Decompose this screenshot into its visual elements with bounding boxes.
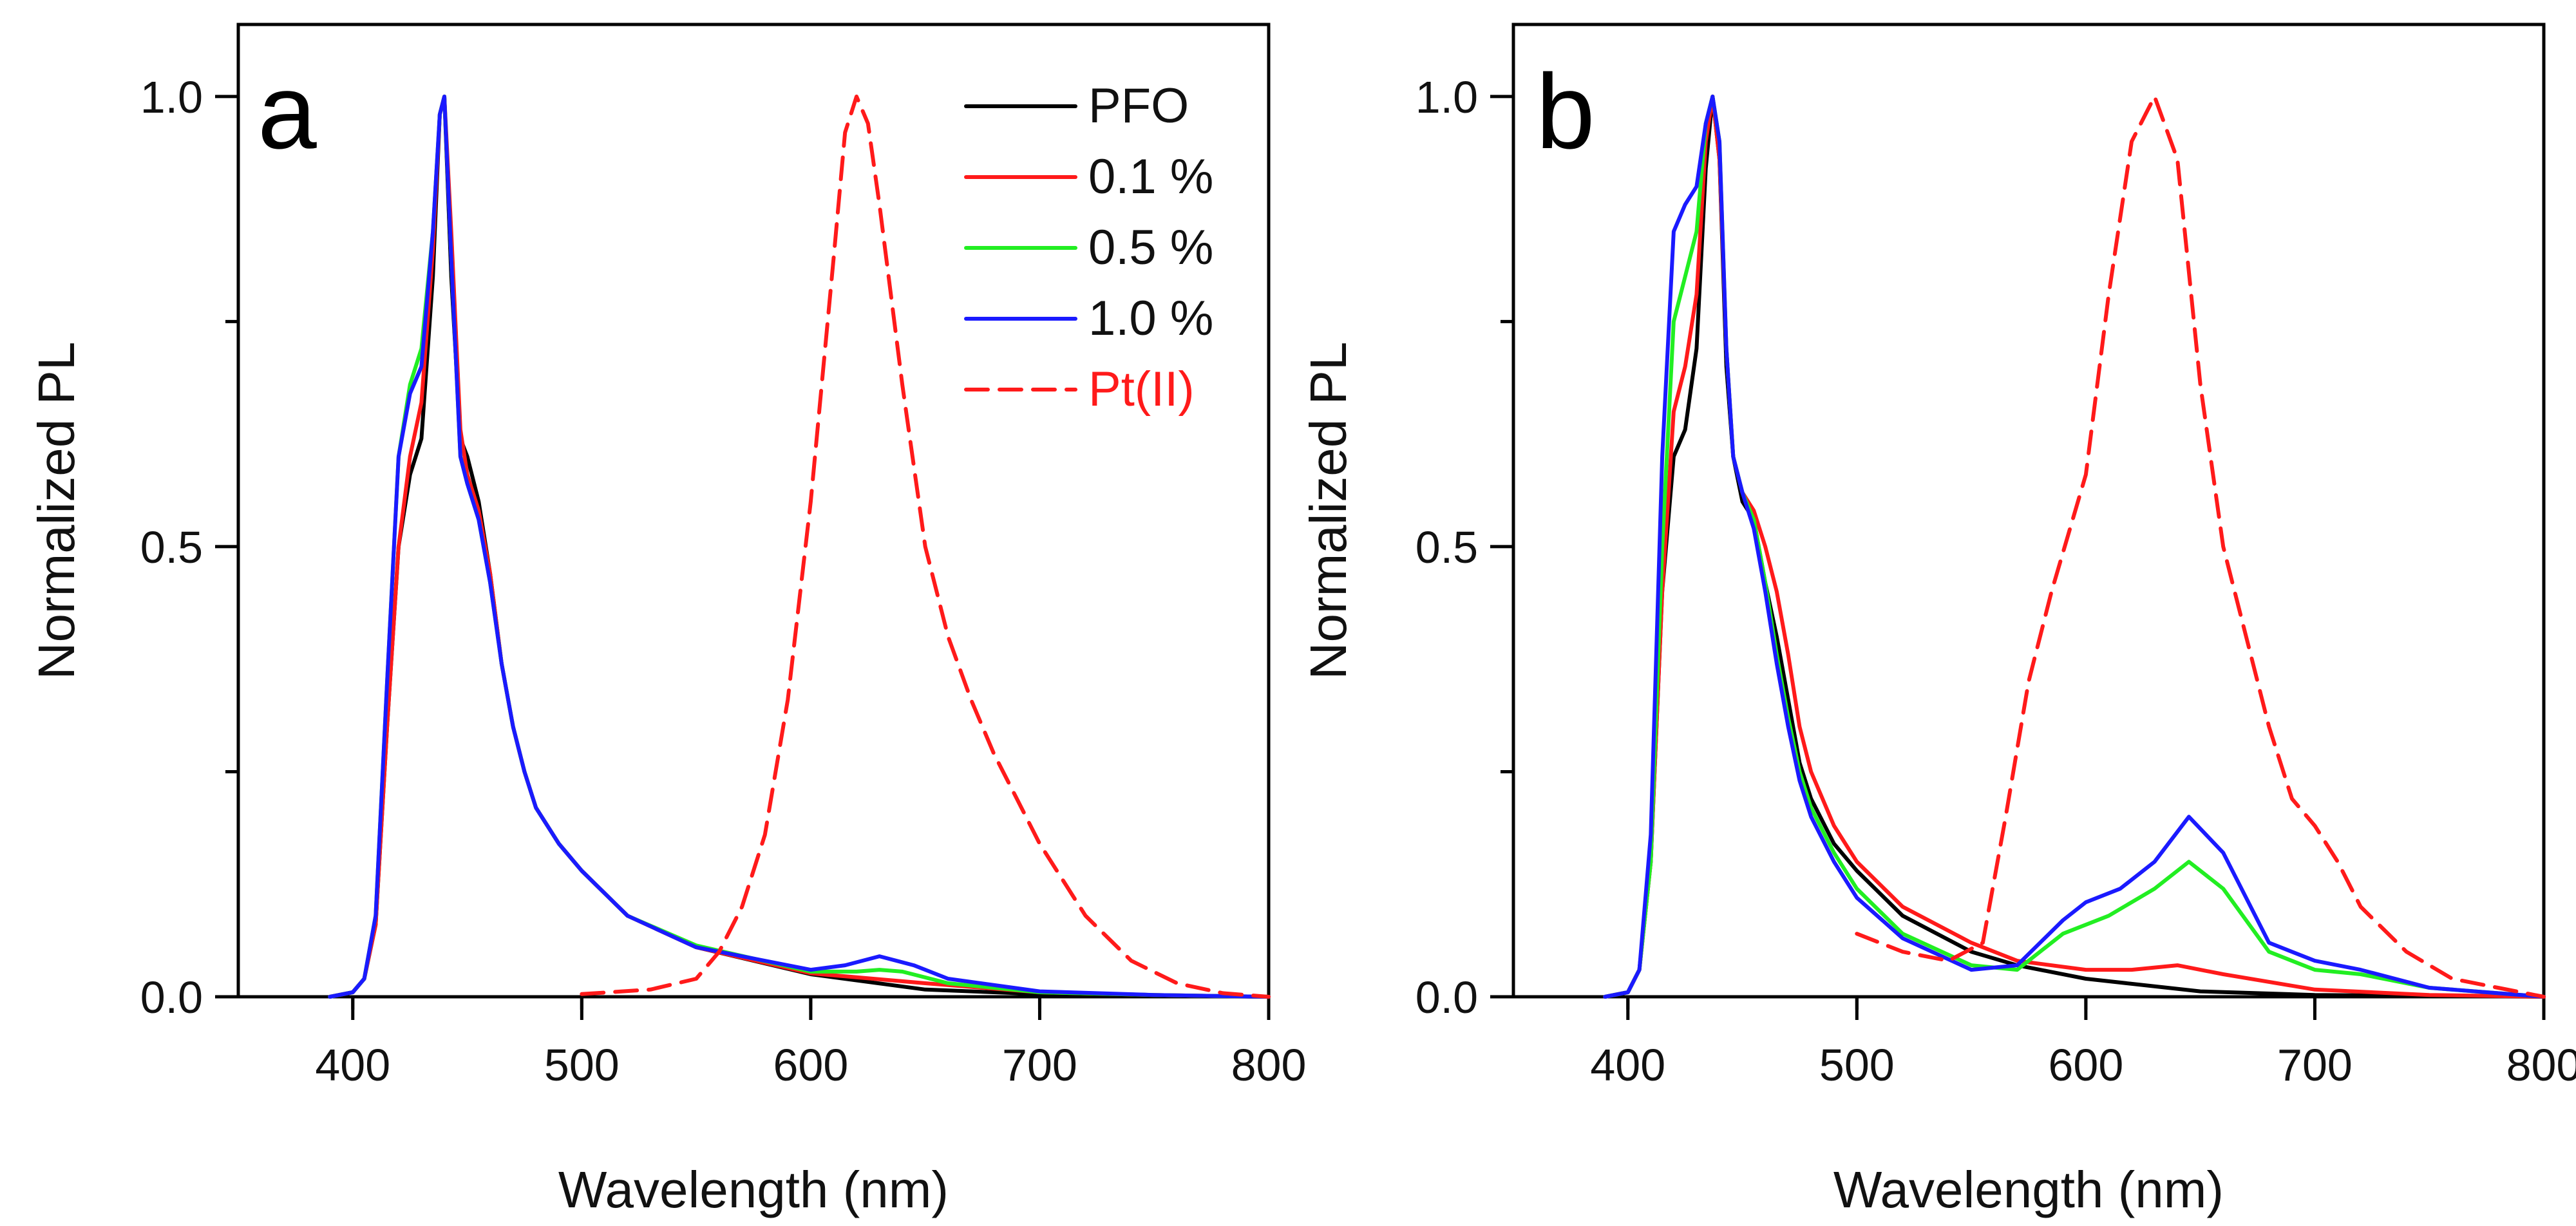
- panel-b-y-tick-label: 0.5: [1416, 522, 1478, 572]
- panel-b-series-0-5: [1603, 94, 2546, 999]
- panel-b-series-0-1: [1603, 94, 2546, 999]
- legend-label-0-5: 0.5 %: [1088, 220, 1213, 275]
- panel-a-series: [328, 94, 1271, 999]
- panel-a-x-tick-label: 800: [1231, 1040, 1307, 1090]
- panel-a-ticks: [215, 95, 1271, 1020]
- legend-label-1-0: 1.0 %: [1088, 291, 1213, 346]
- panel-b-series-1-0: [1603, 94, 2546, 999]
- panel-a-axes-frame: [236, 23, 1271, 999]
- panel-b-x-tick-label: 400: [1590, 1040, 1665, 1090]
- panel-b-letter: b: [1536, 52, 1595, 171]
- panel-b-x-tick-label: 700: [2277, 1040, 2353, 1090]
- legend-label-pt-ii: Pt(II): [1088, 362, 1195, 417]
- panel-a-letter: a: [258, 52, 317, 171]
- legend-label-pfo: PFO: [1088, 79, 1189, 133]
- panel-a-x-tick-label: 600: [773, 1040, 848, 1090]
- panel-a-y-tick-label: 1.0: [140, 72, 203, 122]
- panel-b-y-tick-label: 0.0: [1416, 972, 1478, 1023]
- panel-b-axes-frame: [1511, 23, 2546, 999]
- panel-a-y-axis-label: Normalized PL: [28, 342, 85, 680]
- panel-a: a 400 500 600 700 800 0.0 0.5 1.0 Wavelength (n…: [28, 23, 1307, 1218]
- panel-a-y-tick-label: 0.5: [140, 522, 203, 572]
- panel-a-y-tick-label: 0.0: [140, 972, 203, 1023]
- panel-a-x-tick-label: 700: [1002, 1040, 1077, 1090]
- panel-b-x-axis-label: Wavelength (nm): [1833, 1161, 2224, 1218]
- panel-b-y-axis-label: Normalized PL: [1300, 342, 1357, 680]
- panel-a-tick-labels: 400 500 600 700 800 0.0 0.5 1.0: [140, 72, 1307, 1090]
- panel-a-legend: PFO 0.1 % 0.5 % 1.0 % Pt(II): [964, 79, 1213, 417]
- panel-a-x-tick-label: 400: [315, 1040, 390, 1090]
- panel-a-x-axis-label: Wavelength (nm): [558, 1161, 949, 1218]
- panel-b-ticks: [1490, 95, 2546, 1020]
- panel-a-series-1-0: [328, 94, 1271, 999]
- panel-b: b 400 500 600 700 800 0.0 0.5 1.0 Wavelength (n…: [1300, 23, 2576, 1218]
- panel-b-x-tick-label: 600: [2048, 1040, 2123, 1090]
- panel-b-series-pfo: [1603, 94, 2546, 999]
- panel-b-series-pt-ii: [1855, 94, 2546, 999]
- panel-b-series: [1603, 94, 2546, 999]
- legend-label-0-1: 0.1 %: [1088, 149, 1213, 204]
- panel-b-x-tick-label: 800: [2506, 1040, 2576, 1090]
- panel-b-x-tick-label: 500: [1819, 1040, 1895, 1090]
- panel-a-x-tick-label: 500: [544, 1040, 620, 1090]
- panel-b-y-tick-label: 1.0: [1416, 72, 1478, 122]
- panel-b-tick-labels: 400 500 600 700 800 0.0 0.5 1.0: [1416, 72, 2576, 1090]
- panel-a-series-pt-ii: [580, 94, 1271, 999]
